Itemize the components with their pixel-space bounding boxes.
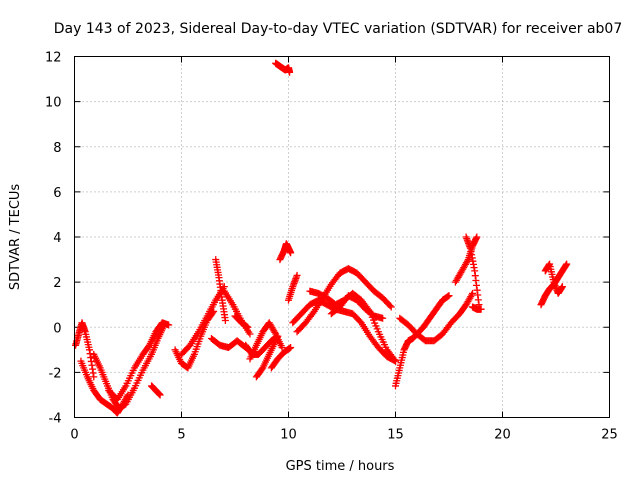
data-point	[293, 271, 301, 279]
data-point	[392, 357, 399, 365]
series-arc-q	[272, 59, 294, 76]
chart-title: Day 143 of 2023, Sidereal Day-to-day VTE…	[54, 21, 623, 37]
series-arc-r	[276, 240, 295, 264]
series-arc-aa	[462, 233, 483, 309]
y-tick-label: 4	[53, 231, 61, 246]
series-arc-y	[396, 289, 477, 345]
series-arc-x	[392, 292, 453, 390]
y-tick-label: -2	[49, 366, 62, 381]
data-point	[469, 289, 477, 297]
data-point	[278, 344, 286, 352]
data-point	[309, 309, 317, 317]
data-point	[379, 314, 387, 322]
series-arc-u	[293, 265, 395, 336]
series-arc-s	[285, 271, 301, 304]
data-point	[473, 233, 481, 241]
data-point	[246, 330, 254, 338]
y-axis-label: SDTVAR / TECUs	[8, 184, 23, 291]
x-tick-labels: 0 5 10 15 20 25	[70, 428, 617, 443]
data-point	[387, 303, 395, 311]
x-tick-label: 5	[177, 428, 185, 443]
y-tick-label: 10	[45, 96, 62, 111]
x-tick-label: 20	[494, 428, 511, 443]
data-point	[558, 283, 566, 291]
grid-lines	[74, 56, 610, 418]
data-point	[221, 316, 229, 324]
data-point	[477, 305, 485, 313]
data-point	[287, 344, 295, 352]
y-tick-label: -4	[49, 412, 62, 427]
series-arc-k	[220, 287, 254, 338]
series-arc-p	[267, 344, 295, 372]
y-tick-label: 0	[53, 321, 61, 336]
data-point	[287, 249, 295, 257]
x-tick-label: 15	[387, 428, 404, 443]
x-tick-label: 25	[601, 428, 618, 443]
y-tick-label: 8	[53, 141, 61, 156]
series-arc-l	[231, 312, 252, 331]
y-tick-label: 6	[53, 186, 61, 201]
series-arc-o	[252, 337, 280, 381]
series-arc-ad	[541, 260, 566, 297]
series-arc-w	[327, 292, 387, 322]
data-point	[390, 355, 398, 363]
data-points	[72, 59, 571, 417]
data-point	[90, 373, 98, 381]
plot-frame	[74, 56, 610, 418]
y-tick-labels: -4 -2 0 2 4 6 8 10 12	[45, 51, 62, 427]
data-point	[244, 323, 252, 331]
data-point	[563, 260, 571, 268]
data-point	[286, 68, 294, 76]
data-point	[156, 391, 164, 399]
data-point	[272, 337, 280, 345]
data-point	[386, 302, 394, 310]
series-arc-ab	[469, 303, 485, 313]
data-point	[165, 321, 173, 329]
y-tick-label: 12	[45, 51, 62, 66]
x-axis-label: GPS time / hours	[286, 459, 395, 474]
series-arc-c	[90, 321, 168, 412]
series-arc-t	[289, 296, 399, 365]
series-arc-f	[145, 319, 173, 349]
data-point	[271, 328, 279, 336]
x-tick-label: 10	[280, 428, 297, 443]
data-point	[468, 291, 476, 299]
series-arc-e	[148, 382, 164, 399]
data-point	[445, 292, 453, 300]
x-tick-label: 0	[70, 428, 78, 443]
y-tick-label: 2	[53, 276, 61, 291]
